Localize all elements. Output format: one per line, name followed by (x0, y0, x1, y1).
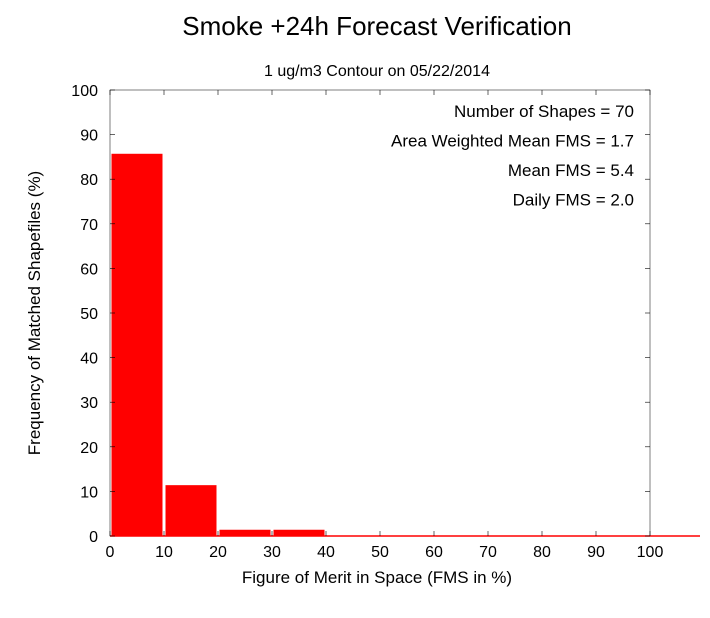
x-tick-label: 40 (317, 544, 335, 561)
y-axis-label: Frequency of Matched Shapefiles (%) (25, 171, 44, 455)
x-axis-label: Figure of Merit in Space (FMS in %) (242, 568, 512, 587)
y-tick-label: 30 (80, 395, 98, 412)
x-tick-label: 100 (637, 544, 664, 561)
y-tick-label: 80 (80, 172, 98, 189)
y-tick-label: 90 (80, 128, 98, 145)
y-tick-label: 0 (89, 529, 98, 546)
bar-20-30 (219, 529, 271, 536)
y-tick-label: 100 (71, 83, 98, 100)
y-tick-label: 20 (80, 440, 98, 457)
x-tick-label: 10 (155, 544, 173, 561)
stat-annotation: Mean FMS = 5.4 (508, 161, 634, 180)
y-tick-label: 60 (80, 261, 98, 278)
y-tick-label: 50 (80, 306, 98, 323)
x-tick-label: 30 (263, 544, 281, 561)
x-tick-label: 70 (479, 544, 497, 561)
chart-subtitle: 1 ug/m3 Contour on 05/22/2014 (264, 63, 490, 80)
x-axis: 0 10 20 30 40 50 60 70 80 90 100 (106, 90, 664, 561)
stat-annotation: Area Weighted Mean FMS = 1.7 (391, 132, 634, 151)
stat-annotation: Daily FMS = 2.0 (513, 191, 634, 210)
y-tick-label: 70 (80, 217, 98, 234)
bar-10-20 (165, 485, 217, 536)
y-axis: 0 10 20 30 40 50 60 70 80 90 100 (71, 83, 650, 546)
chart-title: Smoke +24h Forecast Verification (182, 11, 571, 41)
stats-annotations: Number of Shapes = 70 Area Weighted Mean … (391, 102, 634, 210)
x-tick-label: 50 (371, 544, 389, 561)
x-tick-label: 90 (587, 544, 605, 561)
bars-group (111, 153, 325, 536)
bar-0-10 (111, 153, 163, 536)
x-tick-label: 20 (209, 544, 227, 561)
x-tick-label: 0 (106, 544, 115, 561)
y-tick-label: 40 (80, 351, 98, 368)
x-tick-label: 60 (425, 544, 443, 561)
y-tick-label: 10 (80, 484, 98, 501)
stat-annotation: Number of Shapes = 70 (454, 102, 634, 121)
x-tick-label: 80 (533, 544, 551, 561)
bar-30-40 (273, 529, 325, 536)
